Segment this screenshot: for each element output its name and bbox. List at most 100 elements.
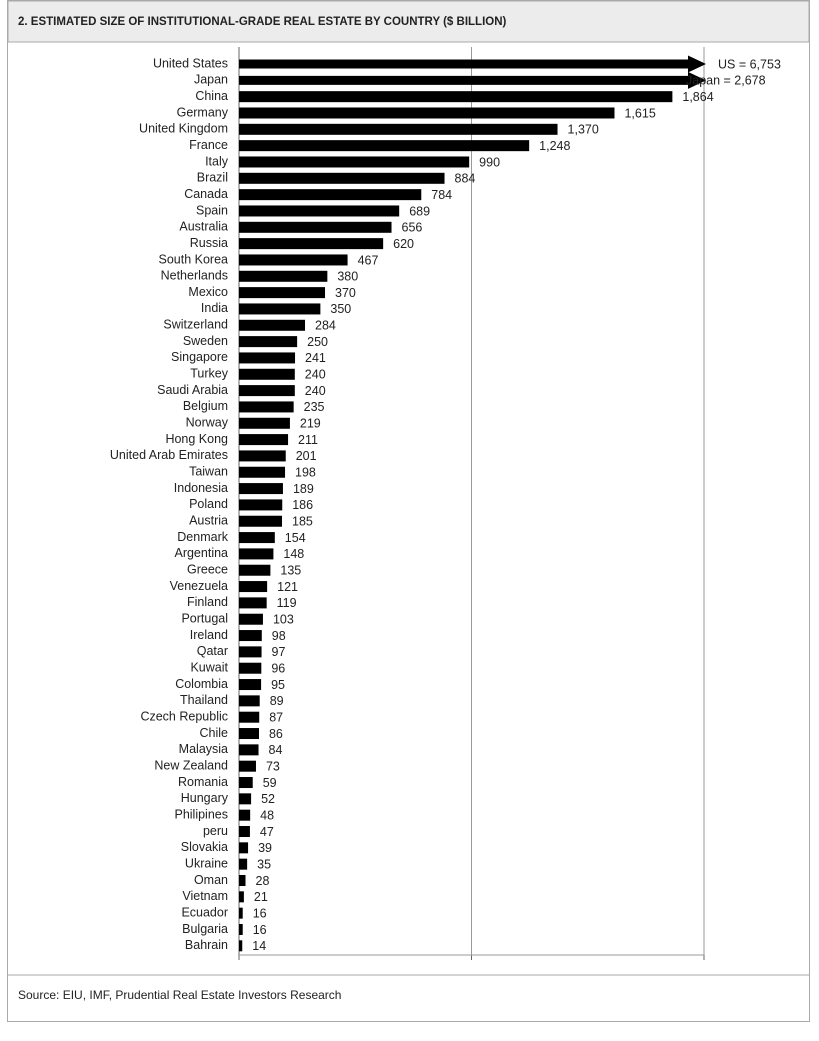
- y-tick-label: Canada: [184, 187, 228, 201]
- value-label: 198: [295, 466, 316, 480]
- y-tick-label: Indonesia: [174, 481, 228, 495]
- y-tick-label: Netherlands: [161, 269, 228, 283]
- y-tick-label: United States: [153, 56, 228, 70]
- y-tick-label: Czech Republic: [140, 709, 228, 723]
- value-label: 370: [335, 286, 356, 300]
- value-label: 39: [258, 841, 272, 855]
- value-label: 240: [305, 368, 326, 382]
- bar: [239, 646, 262, 658]
- y-tick-label: Chile: [200, 726, 229, 740]
- value-label: 47: [260, 825, 274, 839]
- value-label: 884: [455, 172, 476, 186]
- bar-arrow: [239, 71, 706, 89]
- value-label: 96: [271, 662, 285, 676]
- value-label: 103: [273, 613, 294, 627]
- value-label: 380: [337, 270, 358, 284]
- y-tick-label: Saudi Arabia: [157, 383, 228, 397]
- bar: [239, 287, 326, 299]
- y-tick-label: Australia: [179, 220, 228, 234]
- bar: [239, 270, 328, 282]
- value-label: 1,370: [568, 123, 599, 137]
- y-tick-label: Greece: [187, 563, 228, 577]
- value-label: 16: [253, 906, 267, 920]
- value-label: 14: [252, 939, 266, 953]
- value-label: 59: [263, 776, 277, 790]
- value-label: 185: [292, 515, 313, 529]
- bar: [239, 875, 246, 886]
- bar: [239, 254, 348, 266]
- bar: [239, 711, 260, 723]
- value-label: 201: [296, 449, 317, 463]
- bar: [239, 499, 283, 511]
- y-tick-label: Spain: [196, 203, 228, 217]
- y-tick-label: Italy: [205, 154, 229, 168]
- value-label: 28: [256, 874, 270, 888]
- y-tick-label: Poland: [189, 497, 228, 511]
- bar: [239, 940, 243, 952]
- value-label: 84: [269, 743, 283, 757]
- bar: [239, 679, 262, 691]
- bar: [239, 172, 445, 184]
- y-tick-label: Venezuela: [170, 579, 228, 593]
- y-tick-label: Germany: [177, 105, 229, 119]
- bar: [239, 793, 252, 805]
- value-label: 240: [305, 384, 326, 398]
- value-label: 95: [271, 678, 285, 692]
- value-label: 154: [285, 531, 306, 545]
- bar: [239, 630, 262, 642]
- bar: [239, 662, 262, 674]
- bar: [239, 564, 271, 576]
- y-tick-label: Japan: [194, 73, 228, 87]
- y-tick-label: United Arab Emirates: [110, 448, 228, 462]
- bar: [239, 417, 290, 429]
- y-tick-label: Bahrain: [185, 938, 228, 952]
- bar: [239, 907, 243, 919]
- value-label: Japan = 2,678: [686, 74, 766, 88]
- bar: [239, 597, 267, 609]
- value-label: 689: [409, 204, 430, 218]
- value-label: 121: [277, 580, 298, 594]
- bar: [239, 532, 275, 544]
- value-label: 189: [293, 482, 314, 496]
- bar: [239, 238, 384, 250]
- bar: [239, 450, 286, 462]
- bar: [239, 123, 558, 135]
- y-tick-label: Turkey: [190, 367, 228, 381]
- bar: [239, 385, 295, 397]
- y-tick-label: Sweden: [183, 334, 228, 348]
- y-tick-label: Finland: [187, 595, 228, 609]
- value-label: 98: [272, 629, 286, 643]
- value-label: 186: [292, 498, 313, 512]
- y-tick-label: New Zealand: [154, 758, 228, 772]
- bar: [239, 891, 244, 903]
- y-tick-label: Slovakia: [181, 840, 228, 854]
- bar: [239, 548, 274, 560]
- bar: [239, 401, 294, 413]
- bar: [239, 613, 263, 625]
- value-label: 241: [305, 351, 326, 365]
- chart-title: 2. ESTIMATED SIZE OF INSTITUTIONAL-GRADE…: [18, 16, 507, 28]
- value-label: 119: [277, 596, 297, 610]
- value-label: 89: [270, 694, 284, 708]
- y-tick-label: Russia: [190, 236, 228, 250]
- y-tick-label: China: [195, 89, 228, 103]
- y-tick-label: Qatar: [197, 644, 228, 658]
- bar: [239, 303, 321, 315]
- value-label: 48: [260, 808, 274, 822]
- y-tick-label: Denmark: [177, 530, 228, 544]
- value-label: 784: [431, 188, 452, 202]
- y-tick-label: United Kingdom: [139, 122, 228, 136]
- bar: [239, 189, 422, 201]
- y-tick-label: Oman: [194, 873, 228, 887]
- value-label: 35: [257, 857, 271, 871]
- y-tick-label: Colombia: [175, 677, 228, 691]
- value-label: 467: [358, 253, 379, 267]
- value-label: 1,615: [624, 106, 655, 120]
- value-label: 250: [307, 335, 328, 349]
- bar: [239, 140, 530, 152]
- value-label: 990: [479, 155, 500, 169]
- y-tick-label: peru: [203, 824, 228, 838]
- bar: [239, 368, 295, 380]
- bar: [239, 809, 251, 821]
